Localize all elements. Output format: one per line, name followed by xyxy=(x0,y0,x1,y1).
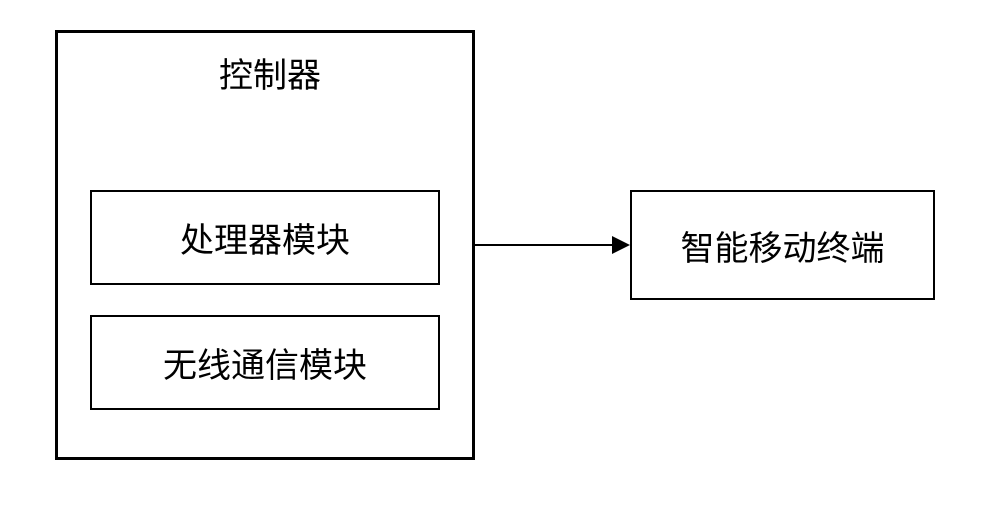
diagram-canvas: 控制器 处理器模块 无线通信模块 智能移动终端 xyxy=(0,0,1000,515)
wireless-module-box: 无线通信模块 xyxy=(90,315,440,410)
controller-title: 控制器 xyxy=(170,48,370,97)
processor-module-label: 处理器模块 xyxy=(180,213,350,262)
arrow-head-icon xyxy=(612,236,630,254)
arrow-line xyxy=(475,244,612,246)
wireless-module-label: 无线通信模块 xyxy=(163,338,367,387)
processor-module-box: 处理器模块 xyxy=(90,190,440,285)
terminal-box: 智能移动终端 xyxy=(630,190,935,300)
terminal-label: 智能移动终端 xyxy=(681,221,885,270)
